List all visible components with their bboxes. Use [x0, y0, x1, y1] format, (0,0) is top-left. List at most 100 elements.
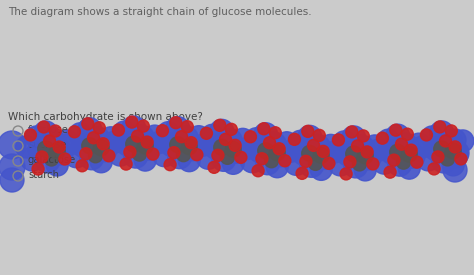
Circle shape [45, 152, 58, 166]
Circle shape [310, 158, 332, 180]
Circle shape [328, 152, 352, 176]
Circle shape [434, 141, 450, 157]
Circle shape [0, 131, 26, 159]
Circle shape [82, 118, 94, 130]
Circle shape [245, 128, 267, 150]
Circle shape [386, 124, 410, 148]
Circle shape [300, 153, 324, 177]
Circle shape [323, 157, 335, 169]
Circle shape [344, 156, 356, 168]
Circle shape [300, 155, 312, 167]
Circle shape [264, 154, 279, 168]
Circle shape [434, 121, 446, 133]
Circle shape [302, 125, 314, 137]
Circle shape [401, 144, 425, 168]
Circle shape [390, 124, 402, 136]
Circle shape [333, 131, 355, 153]
Circle shape [443, 158, 467, 182]
Circle shape [313, 147, 329, 163]
Circle shape [132, 147, 146, 161]
Circle shape [160, 133, 184, 157]
Circle shape [137, 120, 149, 132]
Circle shape [444, 129, 466, 151]
Circle shape [0, 168, 24, 192]
Circle shape [430, 121, 454, 145]
Circle shape [156, 125, 168, 137]
Circle shape [269, 145, 285, 161]
Circle shape [214, 139, 230, 155]
Circle shape [122, 116, 146, 140]
Circle shape [175, 131, 188, 143]
Circle shape [222, 152, 244, 174]
Circle shape [437, 130, 463, 156]
Circle shape [141, 136, 153, 148]
Circle shape [439, 135, 452, 147]
Circle shape [340, 168, 352, 180]
Circle shape [353, 157, 366, 171]
Circle shape [152, 143, 176, 167]
Circle shape [428, 163, 440, 175]
Circle shape [408, 133, 430, 155]
Circle shape [38, 121, 50, 133]
Circle shape [317, 145, 329, 157]
Circle shape [0, 154, 25, 180]
Circle shape [103, 150, 115, 162]
Circle shape [201, 127, 212, 139]
Circle shape [128, 125, 155, 151]
Text: starch: starch [28, 170, 59, 180]
Circle shape [188, 126, 210, 148]
Text: sucrose: sucrose [28, 140, 66, 150]
Circle shape [432, 149, 456, 173]
Circle shape [173, 126, 199, 152]
Circle shape [217, 128, 242, 154]
Circle shape [248, 139, 272, 163]
Text: Which carbohydrate is shown above?: Which carbohydrate is shown above? [8, 112, 203, 122]
Circle shape [32, 163, 44, 175]
Circle shape [25, 129, 36, 141]
Circle shape [240, 149, 264, 173]
Circle shape [109, 142, 132, 166]
Circle shape [348, 135, 374, 161]
Circle shape [36, 151, 48, 163]
Circle shape [245, 131, 256, 143]
Circle shape [126, 136, 142, 152]
Circle shape [280, 140, 301, 162]
Circle shape [144, 125, 166, 147]
Circle shape [313, 129, 325, 141]
Circle shape [235, 151, 247, 163]
Circle shape [76, 160, 88, 172]
Circle shape [170, 137, 186, 153]
Circle shape [421, 126, 443, 148]
Text: The diagram shows a straight chain of glucose molecules.: The diagram shows a straight chain of gl… [8, 7, 311, 17]
Circle shape [401, 146, 417, 162]
Circle shape [49, 125, 61, 137]
Circle shape [134, 149, 156, 171]
Circle shape [34, 121, 58, 145]
Circle shape [442, 142, 468, 168]
Circle shape [252, 165, 264, 177]
Circle shape [308, 139, 319, 151]
Circle shape [170, 117, 182, 129]
Circle shape [80, 148, 92, 160]
Circle shape [25, 126, 47, 148]
Circle shape [56, 130, 78, 152]
Circle shape [126, 116, 138, 128]
Circle shape [49, 141, 73, 165]
Circle shape [40, 130, 66, 156]
Circle shape [256, 153, 268, 165]
Circle shape [368, 139, 390, 161]
Circle shape [93, 122, 105, 134]
Circle shape [137, 136, 161, 160]
Circle shape [292, 141, 316, 165]
Circle shape [296, 167, 308, 179]
Circle shape [116, 132, 140, 156]
Circle shape [53, 141, 65, 153]
Circle shape [401, 128, 413, 140]
Circle shape [455, 153, 467, 165]
Circle shape [361, 146, 373, 158]
Circle shape [304, 134, 330, 160]
Circle shape [260, 132, 286, 158]
Circle shape [181, 137, 205, 161]
Circle shape [273, 143, 285, 155]
Circle shape [279, 155, 291, 167]
